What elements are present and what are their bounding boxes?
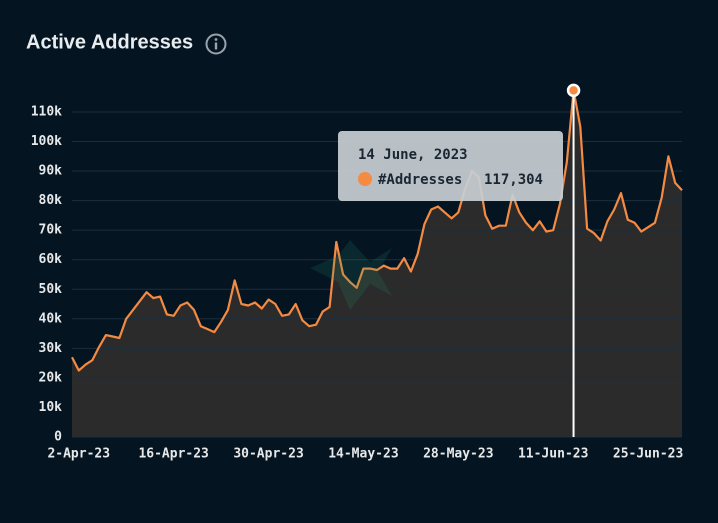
x-tick-label: 28-May-23	[423, 447, 493, 462]
tooltip-title: 14 June, 2023	[358, 147, 468, 163]
tooltip-value: 117,304	[484, 172, 543, 188]
y-tick-label: 70k	[39, 223, 63, 238]
y-tick-label: 40k	[39, 311, 63, 326]
line	[71, 89, 683, 372]
y-tick-label: 20k	[39, 370, 63, 385]
y-tick-label: 110k	[31, 104, 62, 119]
y-tick-label: 100k	[31, 134, 62, 149]
tooltip-box	[338, 131, 563, 201]
x-tick-label: 30-Apr-23	[233, 447, 303, 462]
y-tick-label: 10k	[39, 400, 63, 415]
x-tick-label: 2-Apr-23	[47, 447, 110, 462]
x-tick-label: 11-Jun-23	[518, 447, 588, 462]
chart-title: Active Addresses	[26, 31, 193, 53]
watermark	[310, 240, 392, 310]
y-tick-label: 60k	[39, 252, 63, 267]
y-tick-label: 80k	[39, 193, 63, 208]
x-tick-label: 14-May-23	[328, 447, 398, 462]
tooltip-swatch	[358, 172, 372, 186]
y-tick-label: 90k	[39, 164, 63, 179]
y-tick-label: 30k	[39, 341, 63, 356]
area	[72, 90, 682, 438]
tooltip-series: #Addresses	[378, 172, 462, 188]
hover-point	[566, 83, 581, 98]
plot: 0 10k 20k 30k 40k 50k 60k 70k 80k 90k 100k 110k 2-Ap…	[31, 89, 683, 462]
x-tick-label: 16-Apr-23	[138, 447, 208, 462]
overlay: 14 June, 2023 #Addresses 117,304	[338, 83, 581, 437]
info-icon[interactable]	[205, 33, 227, 55]
y-tick-label: 50k	[39, 282, 63, 297]
x-tick-label: 25-Jun-23	[613, 447, 683, 462]
y-tick-label: 0	[54, 430, 62, 445]
